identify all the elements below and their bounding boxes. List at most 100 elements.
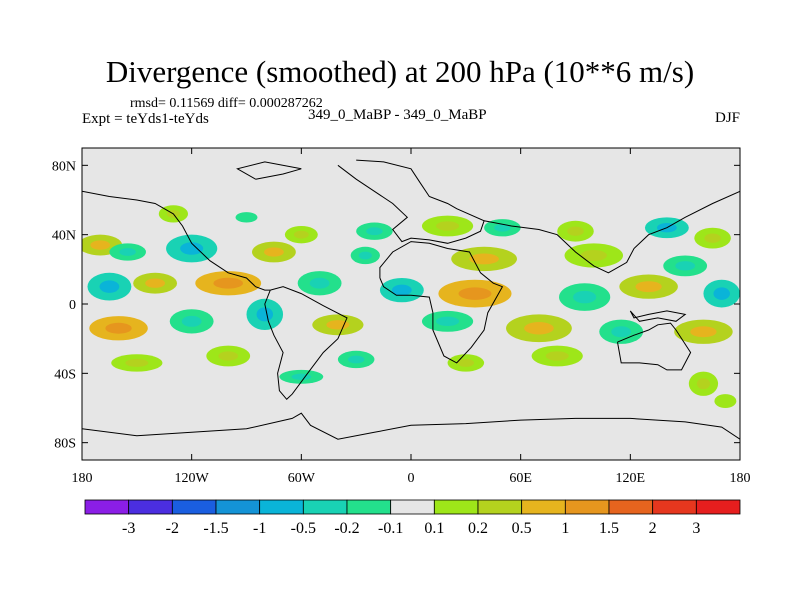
stats-text: rmsd= 0.11569 diff= 0.000287262 xyxy=(130,96,323,111)
colorbar-label: 0.5 xyxy=(512,520,532,537)
field-blob-core xyxy=(180,242,204,255)
colorbar-label: 1 xyxy=(561,520,569,537)
colorbar-swatch xyxy=(346,499,392,515)
field-blob-core xyxy=(264,247,284,257)
colorbar-swatch xyxy=(652,499,697,515)
field-blob-core xyxy=(580,250,607,261)
field-blob-core xyxy=(567,226,584,236)
coastline xyxy=(484,190,740,274)
colorbar-swatch xyxy=(259,499,304,515)
colorbar-label: -0.1 xyxy=(378,520,403,537)
colorbar-swatch xyxy=(390,499,435,515)
field-blob-core xyxy=(436,316,460,327)
field-blob-core xyxy=(391,284,412,296)
colorbar-swatch xyxy=(477,499,523,515)
colorbar-swatch xyxy=(302,499,348,515)
coastline xyxy=(82,412,740,440)
field-blob xyxy=(235,212,258,223)
runs-text: 349_0_MaBP - 349_0_MaBP xyxy=(308,107,487,123)
field-blob-core xyxy=(90,240,111,250)
x-tick-label: 120E xyxy=(616,471,646,486)
coastline xyxy=(379,241,504,364)
field-blob-core xyxy=(213,277,244,289)
y-tick-label: 40N xyxy=(52,229,76,244)
field-blob-core xyxy=(524,322,554,335)
colorbar-swatch xyxy=(521,499,566,515)
field-blob-core xyxy=(119,248,136,256)
x-tick-label: 180 xyxy=(72,471,93,486)
colorbar-label: 0.1 xyxy=(424,520,444,537)
experiment-text: Expt = teYds1-teYds xyxy=(82,111,209,127)
field-blob-core xyxy=(713,287,730,300)
coastline xyxy=(337,159,485,244)
field-blob-core xyxy=(690,326,717,338)
coastline xyxy=(629,310,687,322)
colorbar-label: -0.5 xyxy=(291,520,316,537)
field-blob-core xyxy=(457,359,475,367)
x-tick-label: 120W xyxy=(175,471,210,486)
colorbar-label: 2 xyxy=(649,520,657,537)
coastline xyxy=(264,286,348,401)
colorbar-swatch xyxy=(695,499,741,515)
colorbar: -3 -2 -1.5 -1 -0.5 -0.2 -0.1 0.1 0.2 0.5 1 1.5 2 3 xyxy=(84,499,741,537)
map-background xyxy=(82,148,740,460)
colorbar-swatch xyxy=(564,499,610,515)
x-tick-label: 60W xyxy=(288,471,316,486)
field-blob-core xyxy=(696,378,711,390)
colorbar-label: 3 xyxy=(692,520,700,537)
colorbar-label: -3 xyxy=(122,520,135,537)
field-blob-core xyxy=(347,355,365,364)
field-blob-core xyxy=(573,290,597,304)
colorbar-swatch xyxy=(84,499,130,515)
field-blob-core xyxy=(635,281,662,293)
field-blob-core xyxy=(293,230,309,239)
field-blob-core xyxy=(545,351,569,361)
x-tick-label: 0 xyxy=(408,471,415,486)
coastline xyxy=(617,322,692,371)
field-blob-core xyxy=(181,315,202,327)
field-blob-core xyxy=(469,253,499,265)
divergence-field xyxy=(82,205,740,409)
colorbar-label: -1.5 xyxy=(203,520,228,537)
colorbar-swatch xyxy=(128,499,173,515)
x-tick-label: 60E xyxy=(509,471,532,486)
colorbar-label: -2 xyxy=(166,520,179,537)
y-tick-label: 80S xyxy=(54,437,76,452)
field-blob-core xyxy=(704,233,721,243)
field-blob-core xyxy=(105,322,132,334)
field-blob-core xyxy=(309,277,330,289)
field-blob-core xyxy=(675,261,696,271)
map-axes: 180 120W 60W 0 60E 120E 180 80N 40N 0 40S 80S xyxy=(52,148,751,486)
field-blob-core xyxy=(436,221,460,231)
colorbar-swatch xyxy=(433,499,479,515)
colorbar-label: -1 xyxy=(253,520,266,537)
colorbar-swatch xyxy=(608,499,654,515)
coastline xyxy=(236,161,302,180)
field-blob-core xyxy=(99,280,120,293)
y-tick-label: 80N xyxy=(52,159,76,174)
field-blob-core xyxy=(366,227,383,236)
colorbar-label: 1.5 xyxy=(599,520,619,537)
field-blob-core xyxy=(125,359,149,367)
field-blob-core xyxy=(611,326,632,338)
y-tick-label: 40S xyxy=(54,367,76,382)
season-label: DJF xyxy=(714,110,740,126)
colorbar-swatch xyxy=(171,499,217,515)
field-blob xyxy=(714,394,737,409)
field-blob-core xyxy=(494,223,511,232)
field-blob-core xyxy=(145,278,165,288)
field-blob-core xyxy=(256,307,274,322)
field-blob-core xyxy=(291,373,312,380)
field-blob-core xyxy=(326,320,350,330)
y-tick-label: 0 xyxy=(69,298,76,313)
coastlines xyxy=(82,159,740,460)
colorbar-label: -0.2 xyxy=(334,520,359,537)
field-blob-core xyxy=(358,251,372,260)
colorbar-swatch xyxy=(215,499,261,515)
field-blob-core xyxy=(458,287,492,300)
coastline xyxy=(82,190,271,291)
field-blob-core xyxy=(218,351,239,361)
x-tick-label: 180 xyxy=(730,471,751,486)
plot-title: Divergence (smoothed) at 200 hPa (10**6 … xyxy=(105,54,695,89)
